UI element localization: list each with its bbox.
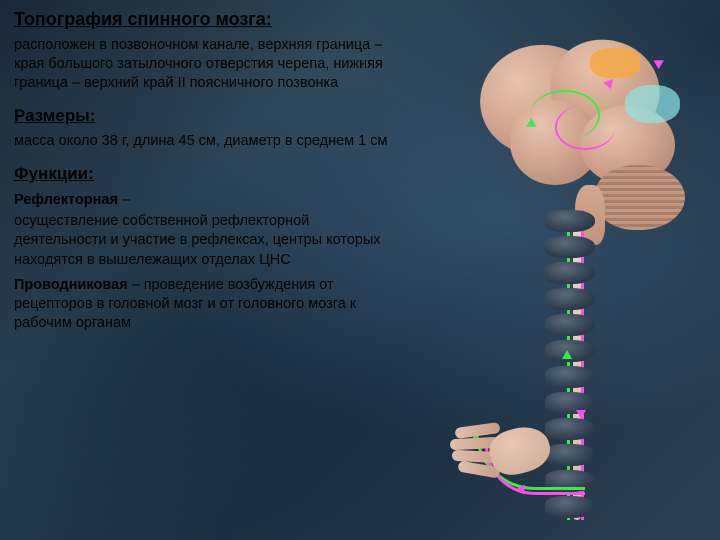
- reflex-block: Рефлекторная – осуществление собственной…: [14, 191, 394, 270]
- arrow-green-icon: [562, 350, 572, 359]
- arrow-pink-icon: [576, 410, 586, 419]
- arrow-pink-icon: [516, 485, 525, 495]
- hand-shape: [450, 420, 560, 480]
- brain-highlight-orange: [590, 48, 640, 78]
- vertebra: [545, 210, 595, 232]
- reflex-label: Рефлекторная: [14, 192, 118, 208]
- vertebra: [545, 366, 595, 388]
- vertebra: [545, 262, 595, 284]
- size-paragraph: масса около 38 г, длина 45 см, диаметр в…: [14, 132, 394, 151]
- anatomy-illustration: [400, 10, 710, 530]
- brain-highlight-cyan: [625, 85, 680, 123]
- reflex-text: осуществление собственной рефлекторной д…: [14, 212, 394, 269]
- vertebra: [545, 236, 595, 258]
- cerebellum: [595, 165, 685, 230]
- vertebra: [545, 288, 595, 310]
- vertebra: [545, 392, 595, 414]
- vertebra: [545, 496, 595, 518]
- reflex-dash: –: [118, 192, 130, 208]
- topography-paragraph: расположен в позвоночном канале, верхняя…: [14, 36, 394, 93]
- vertebra: [545, 314, 595, 336]
- functions-heading: Функции:: [14, 163, 394, 185]
- conductor-block: Проводниковая – проведение возбуждения о…: [14, 276, 394, 333]
- brain-shape: [460, 30, 690, 210]
- reflex-label-line: Рефлекторная –: [14, 191, 394, 210]
- text-content: Топография спинного мозга: расположен в …: [14, 8, 394, 335]
- conductor-paragraph: Проводниковая – проведение возбуждения о…: [14, 276, 394, 333]
- arrow-pink-icon: [654, 56, 667, 69]
- main-heading: Топография спинного мозга:: [14, 8, 394, 32]
- conductor-label: Проводниковая: [14, 277, 128, 293]
- size-heading: Размеры:: [14, 105, 394, 127]
- pathway-pink: [555, 105, 615, 150]
